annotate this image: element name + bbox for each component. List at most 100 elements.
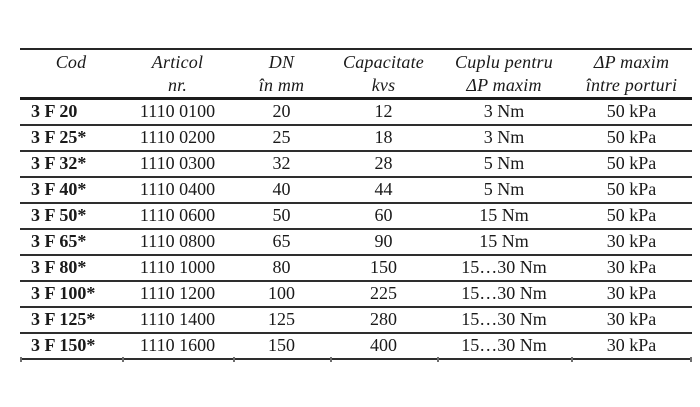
- cell-cuplu: 15…30 Nm: [461, 309, 547, 329]
- header-cell-capacitate: Capacitate kvs: [330, 49, 437, 99]
- header-dn-line2: în mm: [258, 75, 305, 95]
- table-row: 3 F 20 1110 0100 20 12 3 Nm 50 kPa: [20, 99, 692, 125]
- header-cod-line2: [20, 74, 122, 97]
- table-row: 3 F 65* 1110 0800 65 90 15 Nm 30 kPa: [20, 229, 692, 255]
- cell-dp-maxim: 50 kPa: [606, 179, 657, 199]
- cell-cod: 3 F 65*: [31, 231, 87, 251]
- cell-cod: 3 F 50*: [31, 205, 87, 225]
- cell-articol: 1110 0600: [139, 205, 216, 225]
- cell-capacitate: 60: [374, 205, 393, 225]
- specification-table-container: Cod Articol nr. DN în mm Capacitate kvs …: [20, 48, 692, 360]
- cell-dn: 125: [268, 309, 295, 329]
- scan-tick-artifact: [571, 357, 573, 362]
- cell-dn: 25: [272, 127, 291, 147]
- cell-cuplu: 15 Nm: [479, 231, 529, 251]
- cell-dn: 100: [268, 283, 295, 303]
- header-row: Cod Articol nr. DN în mm Capacitate kvs …: [20, 49, 692, 99]
- cell-dp-maxim: 30 kPa: [606, 335, 657, 355]
- cell-articol: 1110 1000: [139, 257, 216, 277]
- cell-capacitate: 44: [374, 179, 393, 199]
- cell-articol: 1110 1600: [139, 335, 216, 355]
- cell-cuplu: 3 Nm: [483, 101, 525, 122]
- cell-capacitate: 18: [374, 127, 393, 147]
- header-dp-maxim-line1: ΔP maxim: [593, 52, 670, 72]
- cell-dp-maxim: 50 kPa: [606, 205, 657, 225]
- table-row: 3 F 80* 1110 1000 80 150 15…30 Nm 30 kPa: [20, 255, 692, 281]
- cell-capacitate: 28: [374, 153, 393, 173]
- table-row: 3 F 100* 1110 1200 100 225 15…30 Nm 30 k…: [20, 281, 692, 307]
- cell-dp-maxim: 30 kPa: [606, 257, 657, 277]
- cell-dn: 150: [268, 335, 295, 355]
- cell-articol: 1110 0200: [139, 127, 216, 147]
- cell-articol: 1110 0100: [139, 101, 216, 122]
- header-cell-dn: DN în mm: [233, 49, 330, 99]
- table-body: 3 F 20 1110 0100 20 12 3 Nm 50 kPa 3 F 2…: [20, 99, 692, 359]
- table-row: 3 F 40* 1110 0400 40 44 5 Nm 50 kPa: [20, 177, 692, 203]
- valve-specification-table: Cod Articol nr. DN în mm Capacitate kvs …: [20, 48, 692, 360]
- cell-cod: 3 F 25*: [31, 127, 87, 147]
- cell-articol: 1110 0300: [139, 153, 216, 173]
- scan-tick-artifact: [20, 357, 22, 362]
- cell-capacitate: 12: [374, 101, 393, 122]
- cell-cuplu: 3 Nm: [483, 127, 525, 147]
- cell-dn: 32: [272, 153, 291, 173]
- cell-dn: 65: [272, 231, 291, 251]
- cell-cod: 3 F 20: [31, 101, 78, 122]
- scan-tick-artifact: [437, 357, 439, 362]
- cell-dp-maxim: 30 kPa: [606, 309, 657, 329]
- cell-cod: 3 F 150*: [31, 335, 96, 355]
- cell-dp-maxim: 30 kPa: [606, 231, 657, 251]
- header-dp-maxim-line2: între porturi: [585, 75, 678, 95]
- cell-dn: 80: [272, 257, 291, 277]
- cell-cuplu: 5 Nm: [483, 153, 525, 173]
- cell-dp-maxim: 50 kPa: [606, 127, 657, 147]
- cell-dp-maxim: 50 kPa: [606, 153, 657, 173]
- scan-tick-artifact: [122, 357, 124, 362]
- cell-cuplu: 5 Nm: [483, 179, 525, 199]
- scan-tick-artifact: [690, 357, 692, 362]
- cell-capacitate: 280: [370, 309, 397, 329]
- header-cuplu-line1: Cuplu pentru: [455, 52, 553, 72]
- table-row: 3 F 50* 1110 0600 50 60 15 Nm 50 kPa: [20, 203, 692, 229]
- cell-dp-maxim: 50 kPa: [606, 101, 657, 122]
- cell-articol: 1110 0800: [139, 231, 216, 251]
- cell-cod: 3 F 125*: [31, 309, 96, 329]
- header-dn-line1: DN: [268, 52, 295, 72]
- cell-articol: 1110 1400: [139, 309, 216, 329]
- cell-capacitate: 225: [370, 283, 397, 303]
- cell-cuplu: 15…30 Nm: [461, 335, 547, 355]
- table-row: 3 F 125* 1110 1400 125 280 15…30 Nm 30 k…: [20, 307, 692, 333]
- scan-tick-artifact: [233, 357, 235, 362]
- header-cod-line1: Cod: [55, 52, 87, 72]
- cell-cuplu: 15…30 Nm: [461, 257, 547, 277]
- cell-cod: 3 F 40*: [31, 179, 87, 199]
- cell-capacitate: 90: [374, 231, 393, 251]
- cell-dp-maxim: 30 kPa: [606, 283, 657, 303]
- cell-capacitate: 150: [370, 257, 397, 277]
- header-cell-dp-maxim: ΔP maxim între porturi: [571, 49, 692, 99]
- cell-capacitate: 400: [370, 335, 397, 355]
- table-header: Cod Articol nr. DN în mm Capacitate kvs …: [20, 49, 692, 99]
- table-row: 3 F 25* 1110 0200 25 18 3 Nm 50 kPa: [20, 125, 692, 151]
- cell-articol: 1110 1200: [139, 283, 216, 303]
- cell-cod: 3 F 100*: [31, 283, 96, 303]
- cell-articol: 1110 0400: [139, 179, 216, 199]
- header-capacitate-line2: kvs: [371, 75, 396, 95]
- cell-dn: 40: [272, 179, 291, 199]
- cell-cuplu: 15 Nm: [479, 205, 529, 225]
- cell-dn: 20: [272, 101, 291, 122]
- header-capacitate-line1: Capacitate: [343, 52, 424, 72]
- header-articol-line1: Articol: [151, 52, 204, 72]
- table-row: 3 F 32* 1110 0300 32 28 5 Nm 50 kPa: [20, 151, 692, 177]
- header-cell-articol: Articol nr.: [122, 49, 233, 99]
- header-cell-cuplu: Cuplu pentru ΔP maxim: [437, 49, 571, 99]
- cell-cuplu: 15…30 Nm: [461, 283, 547, 303]
- scan-tick-artifact: [330, 357, 332, 362]
- cell-cod: 3 F 32*: [31, 153, 87, 173]
- header-cuplu-line2: ΔP maxim: [466, 75, 542, 95]
- cell-cod: 3 F 80*: [31, 257, 87, 277]
- table-row: 3 F 150* 1110 1600 150 400 15…30 Nm 30 k…: [20, 333, 692, 359]
- header-cell-cod: Cod: [20, 49, 122, 99]
- cell-dn: 50: [272, 205, 291, 225]
- header-articol-line2: nr.: [167, 75, 188, 95]
